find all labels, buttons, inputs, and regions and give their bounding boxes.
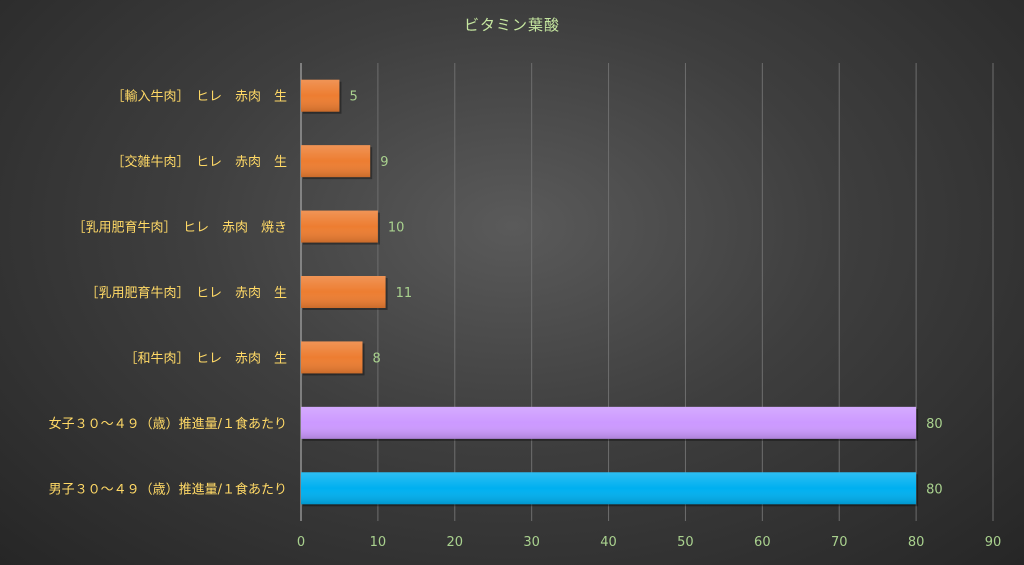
x-tick-label: 40: [600, 535, 617, 550]
x-tick-label: 60: [754, 535, 771, 550]
bar-highlight: [301, 276, 386, 308]
category-label: ［交雑牛肉］ ヒレ 赤肉 生: [111, 154, 287, 170]
data-label: 11: [396, 286, 413, 301]
data-label: 9: [380, 155, 388, 170]
x-tick-label: 30: [523, 535, 540, 550]
x-tick-label: 0: [297, 535, 305, 550]
labels: 0 10 20 30 40 50 60 70 80 90 ［輸入牛肉］ ヒレ 赤肉 生 5 ［交雑牛肉］…: [49, 90, 1002, 550]
category-label: ［乳用肥育牛肉］ ヒレ 赤肉 生: [85, 285, 287, 301]
category-label: ［輸入牛肉］ ヒレ 赤肉 生: [111, 90, 287, 105]
bar-highlight: [301, 341, 363, 374]
bars: [301, 79, 919, 507]
category-label: 男子３０～４９（歳）推進量/１食あたり: [49, 481, 287, 497]
bar-highlight: [301, 145, 371, 178]
x-tick-label: 10: [370, 535, 387, 550]
bar-highlight: [301, 79, 340, 112]
x-tick-label: 70: [831, 535, 848, 550]
data-label: 5: [349, 90, 357, 105]
x-tick-label: 20: [447, 535, 464, 550]
x-tick-label: 80: [908, 535, 925, 550]
category-label: ［和牛肉］ ヒレ 赤肉 生: [124, 351, 287, 366]
x-tick-label: 90: [985, 535, 1002, 550]
data-label: 10: [388, 221, 405, 236]
data-label: 80: [926, 482, 943, 497]
x-tick-label: 50: [677, 535, 694, 550]
data-label: 8: [373, 351, 381, 366]
category-label: 女子３０～４９（歳）推進量/１食あたり: [49, 416, 287, 432]
bar-highlight: [301, 472, 917, 505]
bar-highlight: [301, 406, 917, 439]
bar-highlight: [301, 210, 378, 243]
category-label: ［乳用肥育牛肉］ ヒレ 赤肉 焼き: [72, 220, 287, 236]
chart-title: ビタミン葉酸: [463, 16, 560, 34]
data-label: 80: [926, 417, 943, 432]
